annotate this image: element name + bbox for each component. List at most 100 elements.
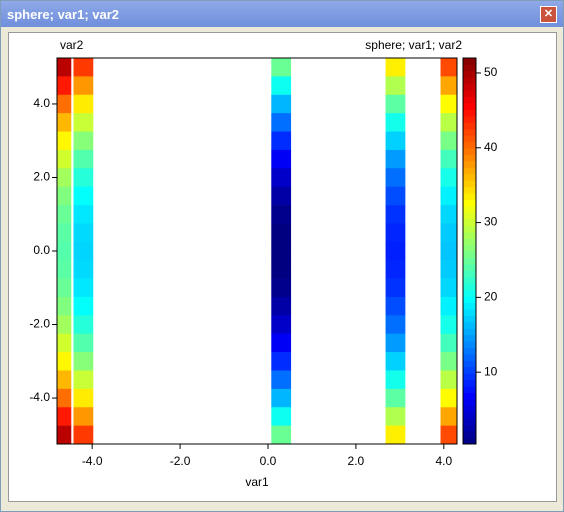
heat-cell [440, 186, 457, 206]
heat-cell [385, 425, 406, 445]
heat-cell [57, 186, 72, 206]
x-tick-label: 4.0 [435, 454, 452, 468]
heat-cell [73, 333, 94, 353]
colorbar-segment [463, 186, 476, 194]
heat-cell [385, 388, 406, 408]
colorbar-segment [463, 257, 476, 265]
heat-cell [385, 186, 406, 206]
colorbar-segment [463, 148, 476, 155]
colorbar-segment [463, 251, 476, 258]
colorbar-segment [463, 225, 476, 233]
heat-cell [73, 168, 94, 187]
heat-cell [57, 205, 72, 224]
colorbar-segment [463, 411, 476, 419]
colorbar-segment [463, 283, 476, 291]
heat-cell [440, 168, 457, 187]
heat-cell [73, 425, 94, 445]
heat-cell [73, 131, 94, 151]
colorbar-tick-label: 50 [484, 65, 498, 79]
heat-cell [440, 76, 457, 96]
colorbar-segment [463, 173, 476, 181]
colorbar-segment [463, 386, 476, 394]
heat-cell [57, 296, 72, 316]
heat-cell [440, 205, 457, 224]
heat-cell [271, 352, 292, 371]
heat-cell [440, 407, 457, 426]
heat-cell [57, 113, 72, 132]
colorbar-segment [463, 218, 476, 226]
heat-cell [57, 407, 72, 426]
heat-cell [73, 315, 94, 335]
colorbar-tick-label: 30 [484, 215, 498, 229]
heat-cell [73, 113, 94, 132]
heat-cell [385, 315, 406, 335]
heat-cell [73, 388, 94, 408]
colorbar-segment [463, 347, 476, 355]
close-button[interactable]: ✕ [540, 5, 557, 23]
heat-cell [271, 94, 292, 114]
heat-cell [440, 58, 457, 77]
colorbar-segment [463, 244, 476, 252]
heat-cell [385, 149, 406, 169]
heat-cell [385, 205, 406, 224]
heat-cell [73, 205, 94, 224]
colorbar-segment [463, 70, 476, 78]
colorbar-segment [463, 212, 476, 220]
heat-cell [271, 223, 292, 243]
colorbar-segment [463, 353, 476, 361]
heat-cell [271, 260, 292, 279]
colorbar-segment [463, 405, 476, 413]
heat-cell [57, 260, 72, 279]
colorbar-segment [463, 83, 476, 91]
colorbar-segment [463, 296, 476, 303]
colorbar-segment [463, 379, 476, 387]
heat-cell [385, 296, 406, 316]
heat-cell [57, 370, 72, 390]
y-axis-label: var2 [60, 38, 84, 52]
y-tick-label: -4.0 [29, 390, 50, 404]
colorbar-segment [463, 289, 476, 297]
heat-cell [271, 425, 292, 445]
colorbar-segment [463, 122, 476, 130]
heat-cell [271, 186, 292, 206]
heat-cell [385, 58, 406, 77]
heat-cell [271, 241, 292, 261]
heat-cell [440, 149, 457, 169]
colorbar-segment [463, 321, 476, 329]
heat-cell [57, 223, 72, 243]
colorbar-frame [462, 57, 477, 445]
colorbar-segment [463, 96, 476, 104]
x-axis-label: var1 [245, 475, 269, 489]
colorbar-segment [463, 135, 476, 143]
colorbar-segment [463, 315, 476, 323]
heat-cell [271, 149, 292, 169]
y-tick-label: 4.0 [33, 96, 50, 110]
colorbar-segment [463, 58, 476, 65]
heat-cell [73, 186, 94, 206]
colorbar-segment [463, 103, 476, 110]
colorbar-segment [463, 360, 476, 368]
colorbar-segment [463, 180, 476, 188]
colorbar-segment [463, 398, 476, 406]
heat-cell [271, 388, 292, 408]
y-tick-label: -2.0 [29, 317, 50, 331]
heat-cell [385, 352, 406, 371]
heat-cell [73, 149, 94, 169]
x-tick-label: 0.0 [260, 454, 277, 468]
heat-cell [385, 113, 406, 132]
colorbar-segment [463, 366, 476, 374]
colorbar-tick-label: 20 [484, 290, 498, 304]
heat-cell [57, 76, 72, 96]
heat-cell [271, 113, 292, 132]
heat-cell [271, 76, 292, 96]
heat-cell [57, 168, 72, 187]
colorbar-segment [463, 302, 476, 310]
colorbar-segment [463, 341, 476, 348]
x-tick-label: -4.0 [82, 454, 103, 468]
heat-cell [385, 76, 406, 96]
heat-cell [271, 370, 292, 390]
heat-cell [440, 94, 457, 114]
colorbar-segment [463, 334, 476, 342]
heat-cell [385, 131, 406, 151]
